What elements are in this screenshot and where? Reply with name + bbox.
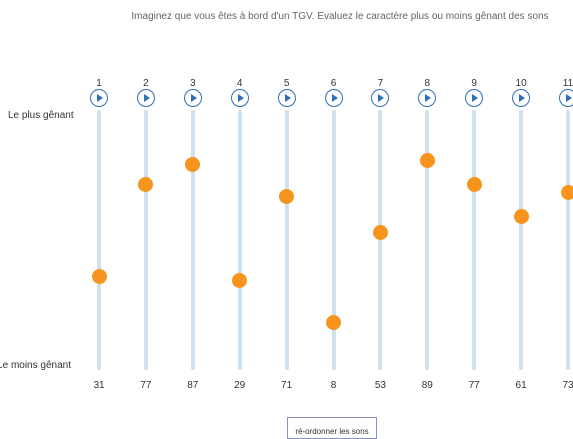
scale-bottom-label: Le moins gênant <box>0 360 71 371</box>
sound-number: 5 <box>272 78 302 89</box>
slider-track[interactable] <box>472 110 476 370</box>
slider-handle[interactable] <box>514 209 529 224</box>
slider-track[interactable] <box>378 110 382 370</box>
play-icon[interactable] <box>371 89 389 107</box>
sound-number: 2 <box>131 78 161 89</box>
sound-number: 8 <box>412 78 442 89</box>
slider-value: 8 <box>319 380 349 391</box>
slider-value: 71 <box>272 380 302 391</box>
slider-track[interactable] <box>144 110 148 370</box>
sound-number: 9 <box>459 78 489 89</box>
slider-track[interactable] <box>285 110 289 370</box>
sound-number: 6 <box>319 78 349 89</box>
slider-value: 77 <box>131 380 161 391</box>
sound-number: 1 <box>84 78 114 89</box>
slider-value: 53 <box>365 380 395 391</box>
slider-handle[interactable] <box>185 157 200 172</box>
slider-handle[interactable] <box>467 177 482 192</box>
slider-value: 89 <box>412 380 442 391</box>
slider-handle[interactable] <box>420 153 435 168</box>
play-icon[interactable] <box>90 89 108 107</box>
sound-number: 7 <box>365 78 395 89</box>
reorder-sounds-button[interactable]: ré-ordonner les sons <box>287 417 377 439</box>
slider-handle[interactable] <box>326 315 341 330</box>
play-icon[interactable] <box>512 89 530 107</box>
slider-track[interactable] <box>238 110 242 370</box>
play-icon[interactable] <box>278 89 296 107</box>
scale-top-label: Le plus gênant <box>8 110 74 121</box>
sound-number: 4 <box>225 78 255 89</box>
sound-number: 11 <box>553 78 573 89</box>
slider-track[interactable] <box>97 110 101 370</box>
slider-handle[interactable] <box>373 225 388 240</box>
slider-value: 77 <box>459 380 489 391</box>
slider-value: 31 <box>84 380 114 391</box>
sound-number: 3 <box>178 78 208 89</box>
slider-handle[interactable] <box>279 189 294 204</box>
slider-value: 29 <box>225 380 255 391</box>
slider-track[interactable] <box>425 110 429 370</box>
play-icon[interactable] <box>137 89 155 107</box>
play-icon[interactable] <box>418 89 436 107</box>
play-icon[interactable] <box>325 89 343 107</box>
play-icon[interactable] <box>465 89 483 107</box>
play-icon[interactable] <box>184 89 202 107</box>
slider-track[interactable] <box>332 110 336 370</box>
slider-track[interactable] <box>191 110 195 370</box>
slider-track[interactable] <box>566 110 570 370</box>
slider-track[interactable] <box>519 110 523 370</box>
sound-number: 10 <box>506 78 536 89</box>
play-icon[interactable] <box>559 89 573 107</box>
slider-handle[interactable] <box>561 185 573 200</box>
slider-handle[interactable] <box>138 177 153 192</box>
slider-handle[interactable] <box>92 269 107 284</box>
play-icon[interactable] <box>231 89 249 107</box>
slider-handle[interactable] <box>232 273 247 288</box>
instruction-text: Imaginez que vous êtes à bord d'un TGV. … <box>0 11 573 22</box>
slider-value: 73 <box>553 380 573 391</box>
slider-value: 61 <box>506 380 536 391</box>
slider-value: 87 <box>178 380 208 391</box>
